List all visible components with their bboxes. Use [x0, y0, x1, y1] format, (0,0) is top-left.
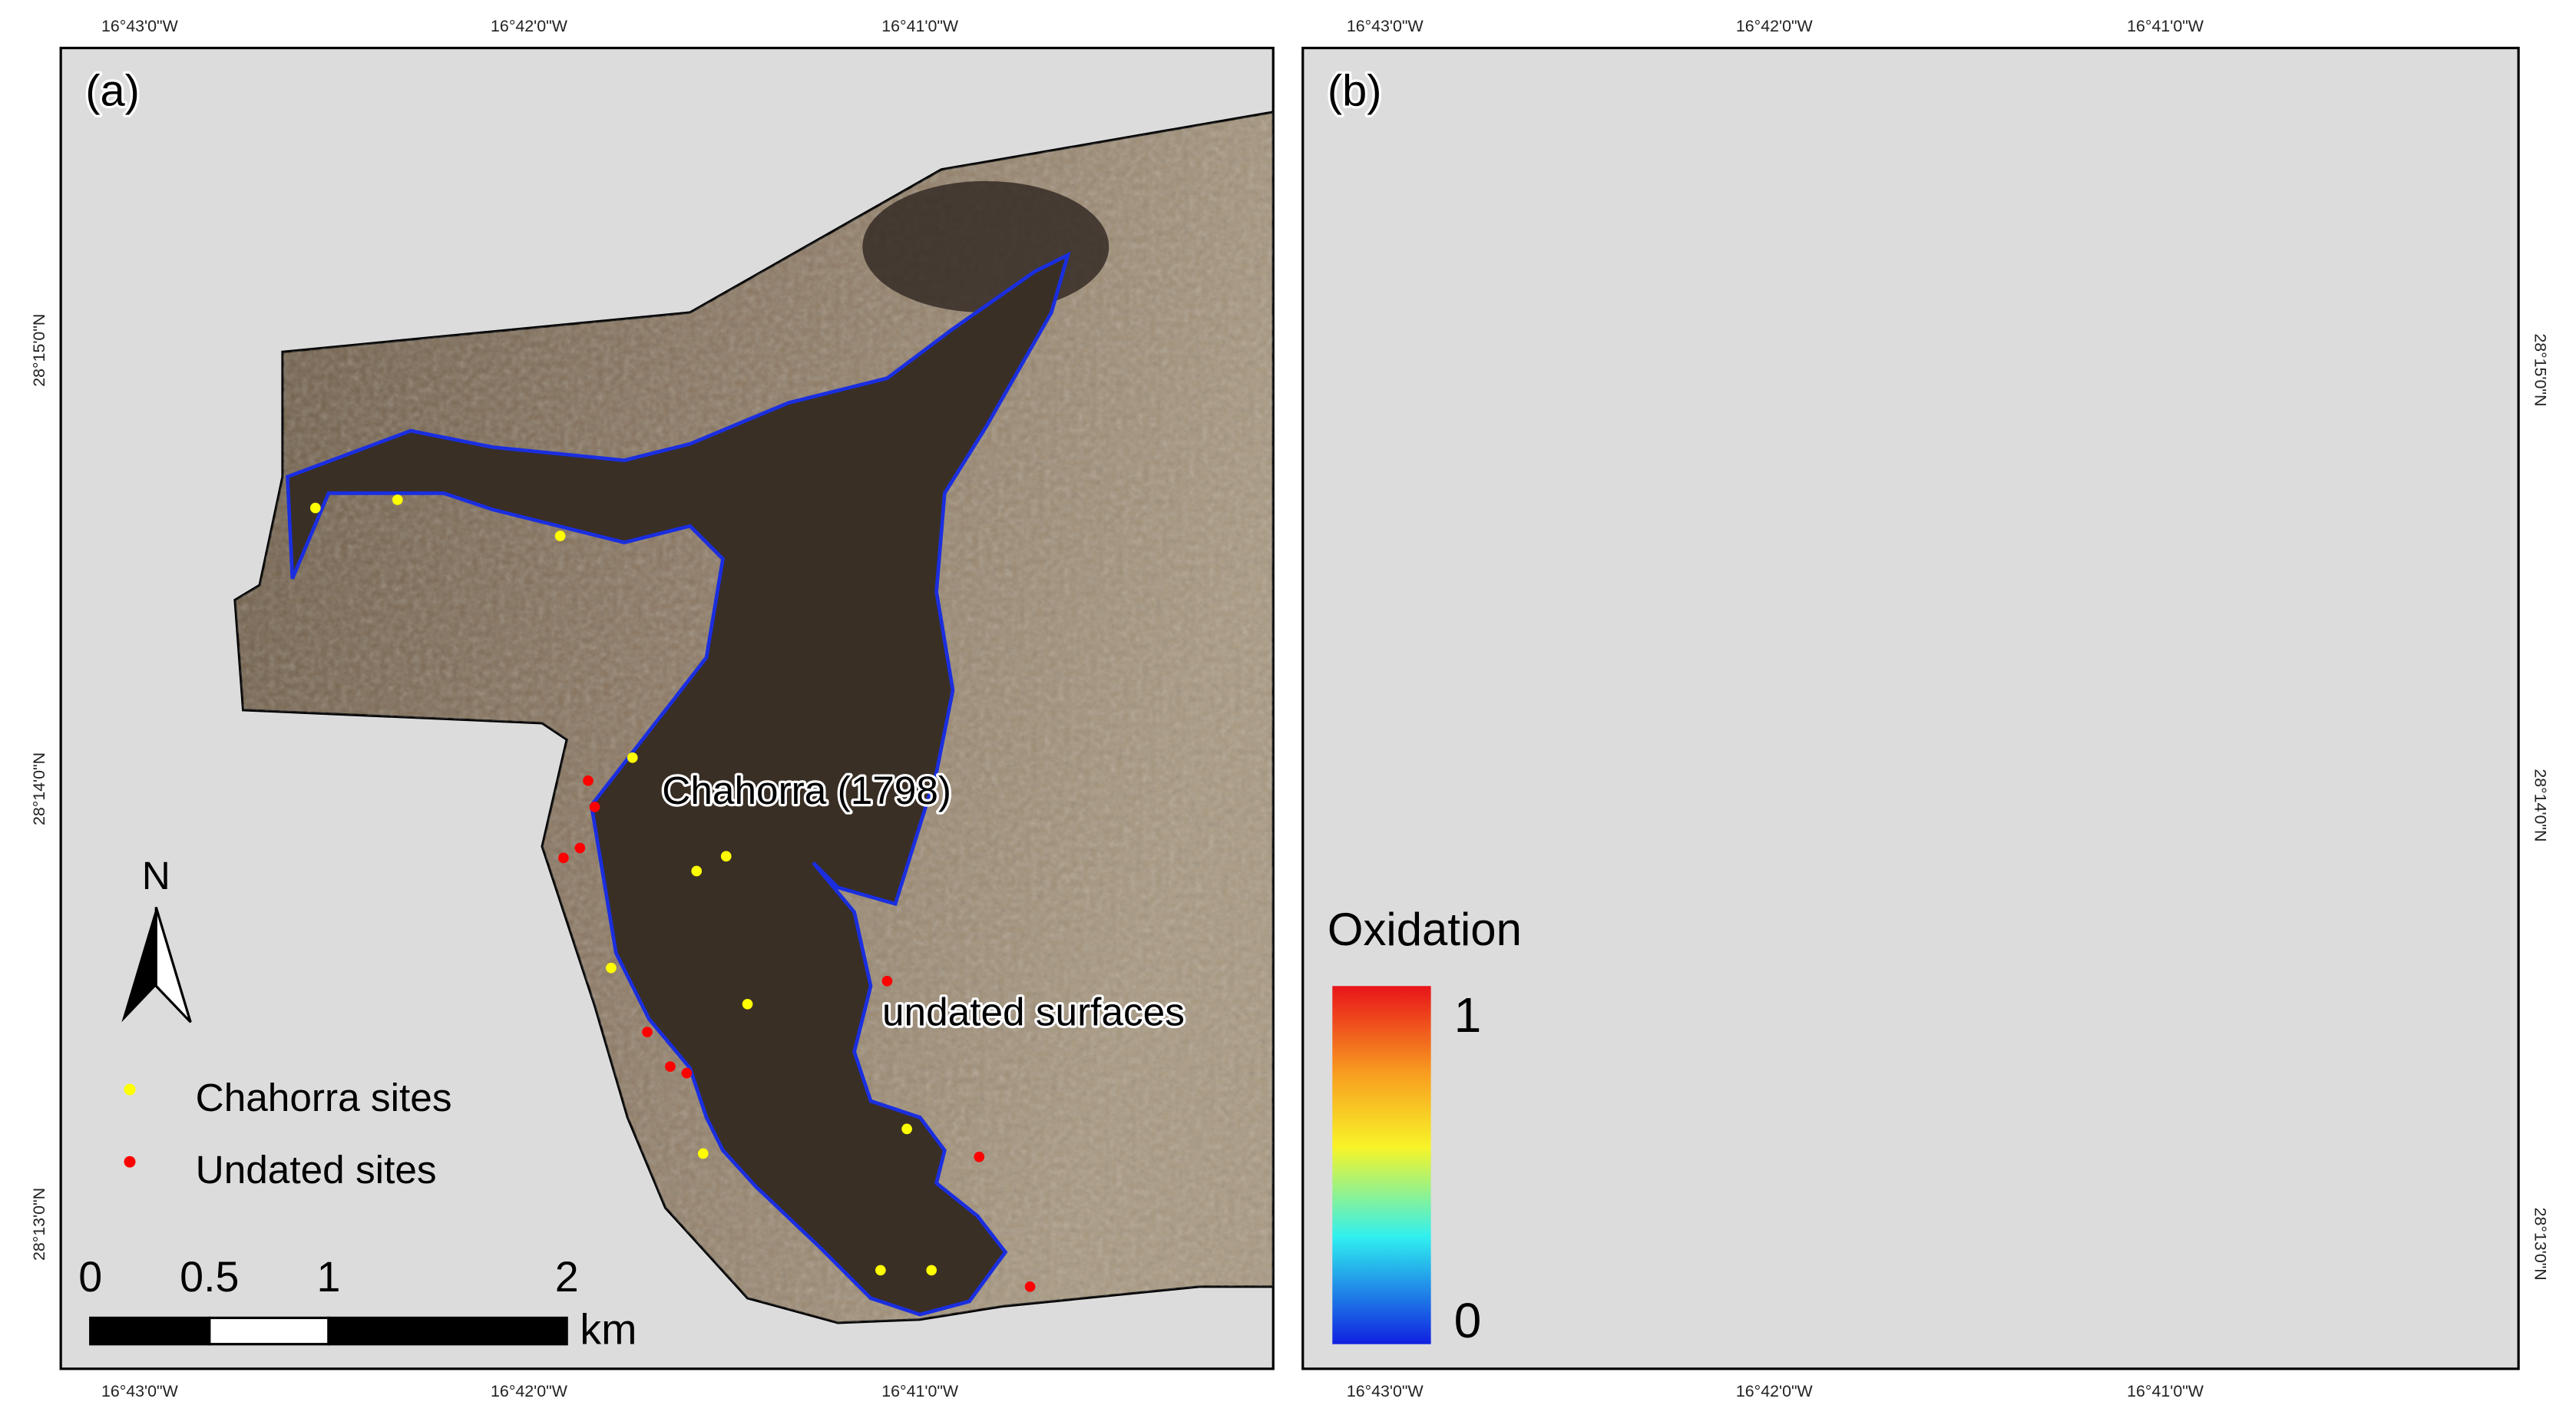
site-dot: [681, 1067, 693, 1079]
panel-a: (a) Chahorra (1798) undated surfaces N C…: [59, 46, 1275, 1370]
lon-label: 16°41'0"W: [2127, 17, 2204, 35]
site-dot: [583, 775, 594, 786]
panel-b: (b) Oxidation 1 0: [1301, 46, 2520, 1370]
lat-label: 28°14'0"N: [2531, 769, 2550, 841]
lon-label: 16°41'0"W: [881, 17, 959, 35]
site-dot: [926, 1265, 937, 1276]
site-dot: [1024, 1281, 1036, 1292]
site-dot: [558, 852, 569, 864]
site-dot: [875, 1265, 886, 1276]
lon-label: 16°43'0"W: [1347, 17, 1424, 35]
site-dot: [642, 1027, 653, 1038]
undated-label: undated surfaces: [882, 990, 1185, 1034]
lat-label: 28°14'0"N: [30, 752, 48, 825]
lon-label: 16°43'0"W: [101, 1382, 179, 1400]
lon-label: 16°43'0"W: [101, 17, 179, 35]
site-dot: [720, 851, 732, 862]
site-dot: [691, 865, 703, 877]
site-dot: [606, 962, 617, 974]
scale-segment: [89, 1316, 211, 1346]
colorbar-tick: 0: [1454, 1293, 1482, 1348]
site-dot: [309, 502, 321, 514]
lat-label: 28°15'0"N: [30, 314, 48, 387]
lon-label: 16°42'0"W: [1736, 1382, 1814, 1400]
scale-segment: [327, 1316, 568, 1346]
lat-label: 28°13'0"N: [2531, 1208, 2550, 1281]
legend-label: Chahorra sites: [196, 1076, 452, 1119]
site-dot: [574, 842, 586, 854]
legend-marker: [124, 1156, 136, 1168]
lon-label: 16°42'0"W: [491, 1382, 568, 1400]
scale-segment: [208, 1316, 330, 1346]
site-dot: [901, 1123, 912, 1135]
dark-terrain: [862, 180, 1109, 312]
north-arrow: [121, 907, 157, 1023]
scale-unit: km: [580, 1306, 637, 1354]
scale-label: 1: [316, 1253, 340, 1301]
scale-label: 0.5: [180, 1253, 239, 1301]
site-dot: [697, 1148, 709, 1159]
map-frame: [1301, 46, 2520, 1370]
colorbar-title: Oxidation: [1328, 904, 1522, 955]
site-dot: [589, 802, 600, 812]
colorbar-tick: 1: [1454, 987, 1482, 1043]
site-dot: [627, 752, 638, 763]
site-dot: [742, 998, 753, 1010]
flow-label: Chahorra (1798): [662, 769, 951, 812]
north-label: N: [142, 854, 170, 898]
site-dot: [665, 1061, 676, 1072]
panel-label: (a): [85, 66, 140, 115]
lat-label: 28°15'0"N: [2531, 333, 2550, 406]
site-dot: [974, 1151, 985, 1162]
scale-label: 2: [555, 1253, 579, 1301]
legend-marker: [124, 1083, 136, 1096]
north-arrow: [154, 907, 192, 1023]
lon-label: 16°41'0"W: [881, 1382, 959, 1400]
lon-label: 16°42'0"W: [491, 17, 568, 35]
chahorra-flow: [286, 251, 1071, 1317]
lon-label: 16°43'0"W: [1347, 1382, 1424, 1400]
lon-label: 16°41'0"W: [2127, 1382, 2204, 1400]
scale-label: 0: [78, 1253, 102, 1301]
panel-label: (b): [1328, 66, 1382, 115]
lon-label: 16°42'0"W: [1736, 17, 1814, 35]
legend-label: Undated sites: [196, 1148, 437, 1192]
site-dot: [392, 494, 403, 505]
lat-label: 28°13'0"N: [30, 1188, 48, 1261]
site-dot: [881, 975, 893, 987]
site-dot: [554, 531, 566, 541]
colorbar: [1332, 986, 1431, 1344]
